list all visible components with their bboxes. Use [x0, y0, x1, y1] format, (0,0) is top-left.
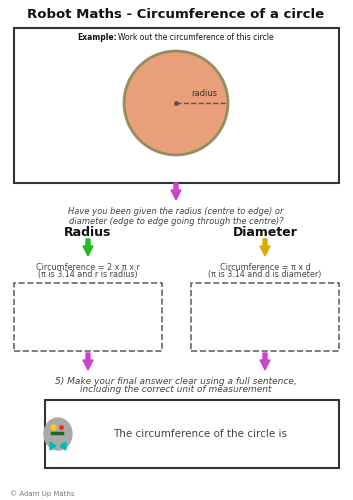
Text: diameter (edge to edge going through the centre)?: diameter (edge to edge going through the…	[68, 216, 283, 226]
Text: including the correct unit of measurement: including the correct unit of measuremen…	[80, 386, 272, 394]
Bar	[14, 283, 162, 351]
Text: Circumference = 2 x π x r: Circumference = 2 x π x r	[36, 262, 140, 272]
Polygon shape	[260, 353, 270, 370]
Polygon shape	[60, 442, 66, 450]
Text: (π is 3.14 and d is diameter): (π is 3.14 and d is diameter)	[208, 270, 322, 280]
Text: Radius: Radius	[64, 226, 112, 238]
Circle shape	[124, 51, 228, 155]
Bar	[14, 28, 339, 183]
Text: 5) Make your final answer clear using a full sentence,: 5) Make your final answer clear using a …	[55, 376, 297, 386]
Ellipse shape	[44, 418, 72, 450]
Text: radius: radius	[191, 90, 217, 98]
Bar	[45, 400, 339, 468]
Polygon shape	[260, 239, 270, 256]
Text: (π is 3.14 and r is radius): (π is 3.14 and r is radius)	[38, 270, 138, 280]
Bar	[191, 283, 339, 351]
Text: Robot Maths - Circumference of a circle: Robot Maths - Circumference of a circle	[28, 8, 324, 20]
Text: Diameter: Diameter	[233, 226, 298, 238]
Text: Have you been given the radius (centre to edge) or: Have you been given the radius (centre t…	[68, 208, 284, 216]
Text: Work out the circumference of this circle: Work out the circumference of this circl…	[118, 34, 274, 42]
Polygon shape	[83, 239, 93, 256]
Polygon shape	[50, 442, 56, 450]
Text: © Adam Up Maths: © Adam Up Maths	[10, 490, 74, 498]
Text: Example:: Example:	[77, 34, 117, 42]
Text: Circumference = π x d: Circumference = π x d	[220, 262, 310, 272]
Polygon shape	[171, 183, 181, 200]
Text: The circumference of the circle is: The circumference of the circle is	[113, 429, 287, 439]
Polygon shape	[83, 353, 93, 370]
